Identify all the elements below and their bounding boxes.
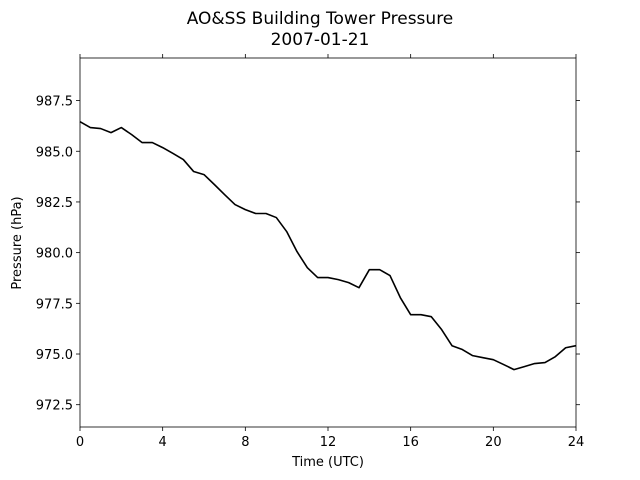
chart-title: AO&SS Building Tower Pressure [187,9,454,29]
y-axis-label: Pressure (hPa) [10,196,25,289]
plot-frame [79,57,577,428]
x-tick-label: 20 [485,435,502,450]
x-tick-label: 4 [159,435,167,450]
y-tick-label: 987.5 [36,95,73,110]
y-tick-label: 977.5 [36,297,73,312]
y-tick-label: 975.0 [36,348,73,363]
y-tick-label: 982.5 [36,196,73,211]
x-tick-label: 16 [402,435,419,450]
y-tick-label: 980.0 [36,247,73,262]
chart-subtitle: 2007-01-21 [271,30,370,50]
data-line [79,120,577,371]
x-tick-label: 12 [320,435,337,450]
y-tick-label: 972.5 [36,399,73,414]
y-tick-label: 985.0 [36,145,73,160]
x-tick-label: 24 [568,435,585,450]
x-axis-label: Time (UTC) [291,455,364,470]
x-tick-label: 0 [76,435,84,450]
x-tick-label: 8 [241,435,249,450]
